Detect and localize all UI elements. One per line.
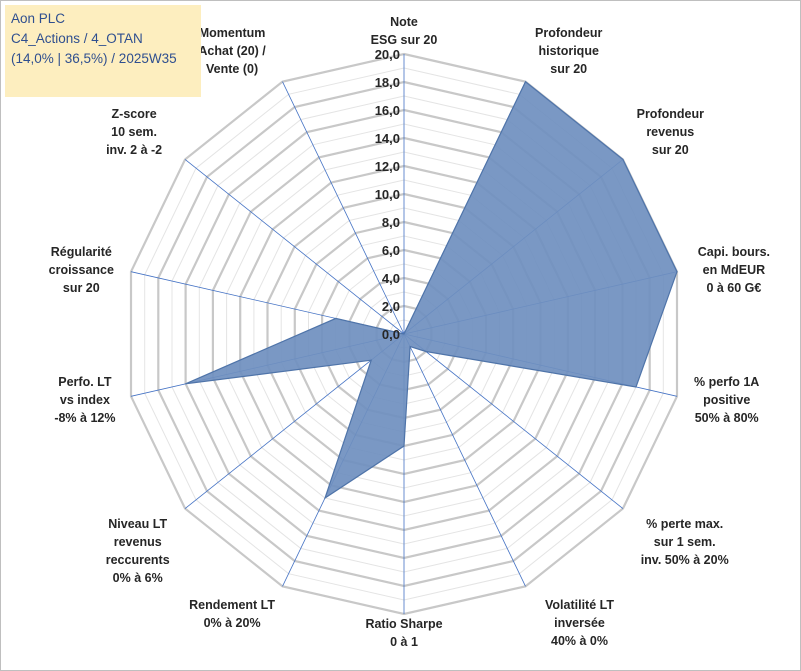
- axis-spoke: [282, 81, 405, 335]
- radial-tick-label: 0,0: [382, 327, 400, 342]
- axis-label-line: inv. 2 à -2: [106, 143, 162, 157]
- axis-label-line: -8% à 12%: [54, 411, 115, 425]
- axis-spoke: [403, 333, 526, 587]
- axis-label-line: positive: [703, 393, 750, 407]
- axis-label: Profondeur revenus sur 20: [637, 107, 704, 157]
- radial-tick-label: 20,0: [375, 47, 400, 62]
- axis-label-line: 10 sem.: [111, 125, 157, 139]
- performance-summary: (14,0% | 36,5%) / 2025W35: [11, 51, 177, 66]
- axis-label-line: 0% à 6%: [113, 571, 163, 585]
- axis-label-line: Volatilité LT: [545, 598, 614, 612]
- axis-label-line: ESG sur 20: [371, 33, 438, 47]
- radial-tick-label: 16,0: [375, 103, 400, 118]
- axis-label-line: revenus: [114, 535, 162, 549]
- axis-spoke: [184, 159, 405, 335]
- axis-label-line: sur 20: [652, 143, 689, 157]
- axis-spoke: [184, 333, 405, 509]
- axis-label-line: 0 à 60 G€: [706, 281, 761, 295]
- axis-labels: Note ESG sur 20 Profondeur historique sur 20…: [49, 15, 770, 649]
- axis-label-line: Ratio Sharpe: [365, 617, 442, 631]
- radial-tick-label: 6,0: [382, 243, 400, 258]
- axis-label-line: % perfo 1A: [694, 375, 759, 389]
- info-box: Aon PLC C4_Actions / 4_OTAN (14,0% | 36,…: [5, 5, 201, 97]
- axis-label-line: 0 à 1: [390, 635, 418, 649]
- axis-label: Note ESG sur 20: [371, 15, 438, 47]
- radial-tick-label: 2,0: [382, 299, 400, 314]
- axis-label: Momentum Achat (20) / Vente (0): [198, 26, 266, 76]
- axis-label-line: 50% à 80%: [695, 411, 759, 425]
- axis-label: Rendement LT 0% à 20%: [189, 598, 275, 630]
- classification: C4_Actions / 4_OTAN: [11, 31, 143, 46]
- axis-label: Ratio Sharpe 0 à 1: [365, 617, 442, 649]
- axis-label-line: Z-score: [112, 107, 157, 121]
- axis-label-line: Perfo. LT: [58, 375, 112, 389]
- axis-label-line: Profondeur: [637, 107, 704, 121]
- axis-label-line: revenus: [646, 125, 694, 139]
- axis-label: Z-score 10 sem. inv. 2 à -2: [106, 107, 162, 157]
- series-area: [185, 80, 678, 500]
- axis-label-line: Capi. bours.: [698, 245, 770, 259]
- axis-label: % perfo 1A positive 50% à 80%: [694, 375, 759, 425]
- axis-label-line: historique: [538, 44, 598, 58]
- axis-label-line: Momentum: [199, 26, 266, 40]
- axis-label-line: en MdEUR: [703, 263, 766, 277]
- axis-label-line: Note: [390, 15, 418, 29]
- radial-tick-label: 4,0: [382, 271, 400, 286]
- axis-label-line: croissance: [49, 263, 114, 277]
- radial-tick-label: 18,0: [375, 75, 400, 90]
- axis-label-line: Rendement LT: [189, 598, 275, 612]
- axis-label-line: sur 20: [550, 62, 587, 76]
- axis-label-line: Régularité: [51, 245, 112, 259]
- axis-label-line: sur 20: [63, 281, 100, 295]
- axis-label-line: 40% à 0%: [551, 634, 608, 648]
- radial-tick-label: 12,0: [375, 159, 400, 174]
- axis-label-line: Vente (0): [206, 62, 258, 76]
- axis-label-line: inversée: [554, 616, 605, 630]
- company-name: Aon PLC: [11, 11, 66, 26]
- radial-tick-labels: 0,0 2,0 4,0 6,0 8,0 10,0 12,0 14,0 16,0 18,0 20,0: [375, 47, 400, 342]
- axis-label-line: Profondeur: [535, 26, 602, 40]
- axis-spoke: [403, 333, 624, 509]
- axis-label: Niveau LT revenus reccurents 0% à 6%: [106, 517, 170, 585]
- axis-label: Profondeur historique sur 20: [535, 26, 602, 76]
- radial-tick-label: 8,0: [382, 215, 400, 230]
- axis-label: Capi. bours. en MdEUR 0 à 60 G€: [698, 245, 770, 295]
- axis-label-line: reccurents: [106, 553, 170, 567]
- axis-label: Perfo. LT vs index -8% à 12%: [54, 375, 115, 425]
- axis-label: Volatilité LT inversée 40% à 0%: [545, 598, 614, 648]
- axis-label: % perte max. sur 1 sem. inv. 50% à 20%: [641, 517, 729, 567]
- axis-label-line: Achat (20) /: [198, 44, 266, 58]
- axis-label-line: Niveau LT: [108, 517, 167, 531]
- radial-tick-label: 10,0: [375, 187, 400, 202]
- axis-label: Régularité croissance sur 20: [49, 245, 114, 295]
- axis-label-line: vs index: [60, 393, 110, 407]
- axis-label-line: 0% à 20%: [204, 616, 261, 630]
- radial-tick-label: 14,0: [375, 131, 400, 146]
- axis-label-line: % perte max.: [646, 517, 723, 531]
- radar-series: [185, 80, 678, 500]
- axis-label-line: sur 1 sem.: [654, 535, 716, 549]
- axis-label-line: inv. 50% à 20%: [641, 553, 729, 567]
